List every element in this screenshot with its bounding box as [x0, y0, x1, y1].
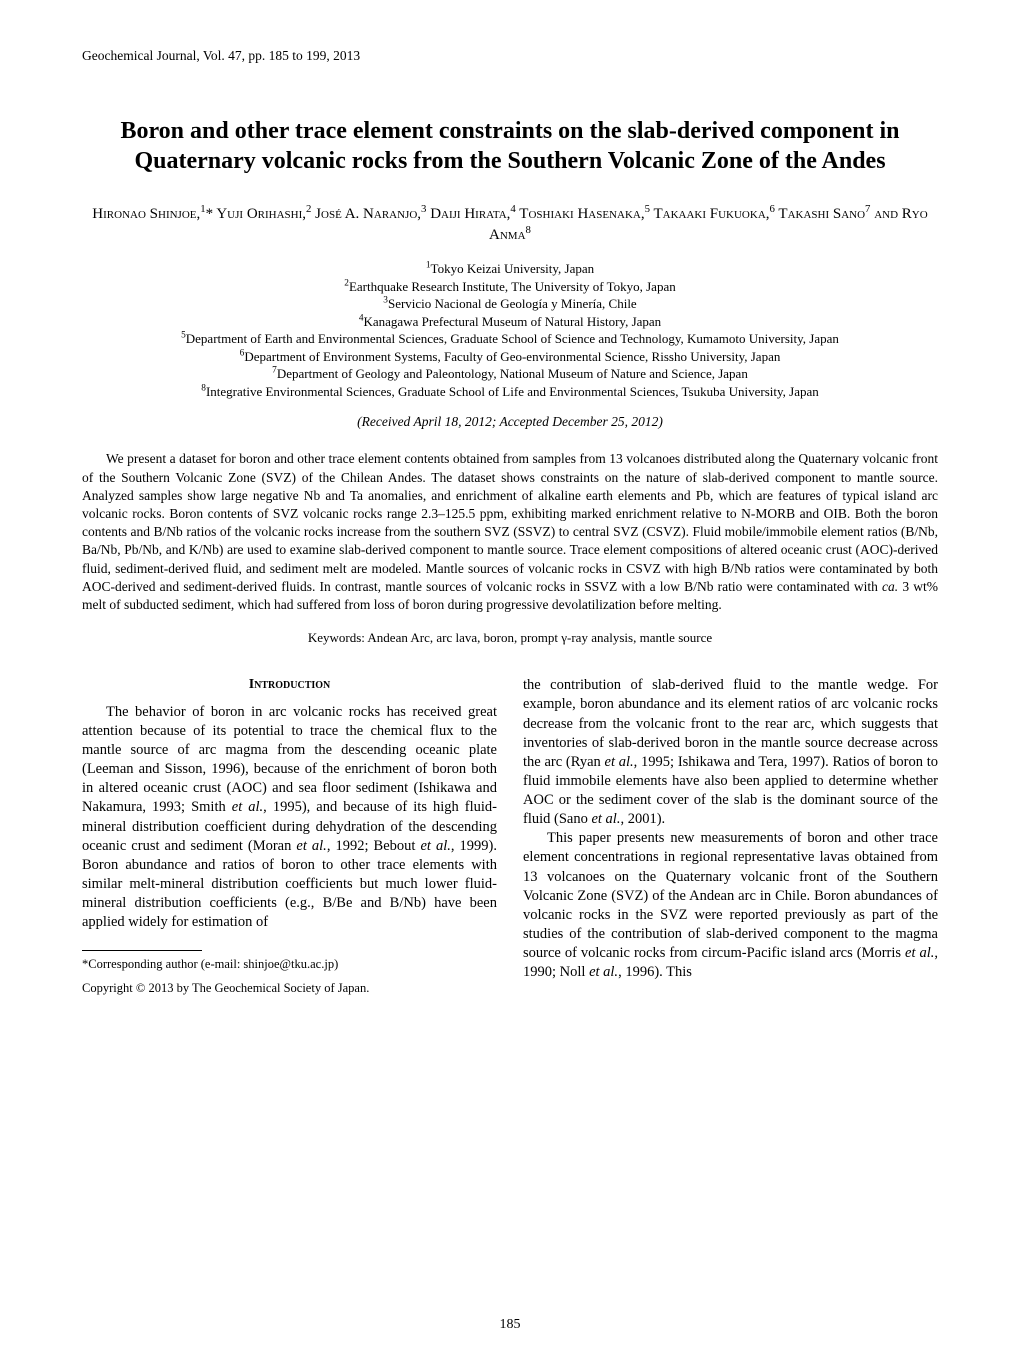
body-paragraph: the contribution of slab-derived fluid t… — [523, 676, 938, 829]
abstract: We present a dataset for boron and other… — [82, 450, 938, 614]
keywords: Keywords: Andean Arc, arc lava, boron, p… — [82, 630, 938, 646]
affiliation-list: 1Tokyo Keizai University, Japan 2Earthqu… — [82, 260, 938, 400]
page: Geochemical Journal, Vol. 47, pp. 185 to… — [0, 0, 1020, 1359]
page-number: 185 — [0, 1317, 1020, 1333]
affiliation: 2Earthquake Research Institute, The Univ… — [82, 278, 938, 296]
affiliation: 7Department of Geology and Paleontology,… — [82, 365, 938, 383]
body-paragraph: This paper presents new measurements of … — [523, 829, 938, 982]
copyright-note: Copyright © 2013 by The Geochemical Soci… — [82, 979, 497, 997]
corresponding-author-note: *Corresponding author (e-mail: shinjoe@t… — [82, 955, 497, 973]
received-line: (Received April 18, 2012; Accepted Decem… — [82, 414, 938, 430]
article-title: Boron and other trace element constraint… — [92, 116, 928, 176]
affiliation: 8Integrative Environmental Sciences, Gra… — [82, 383, 938, 401]
footnote-rule — [82, 950, 202, 951]
affiliation: 1Tokyo Keizai University, Japan — [82, 260, 938, 278]
affiliation: 6Department of Environment Systems, Facu… — [82, 348, 938, 366]
section-heading-introduction: Introduction — [82, 676, 497, 694]
author-list: Hironao Shinjoe,1* Yuji Orihashi,2 José … — [82, 204, 938, 246]
body-paragraph: The behavior of boron in arc volcanic ro… — [82, 703, 497, 933]
abstract-text: We present a dataset for boron and other… — [82, 450, 938, 614]
footnotes: *Corresponding author (e-mail: shinjoe@t… — [82, 955, 497, 997]
running-head: Geochemical Journal, Vol. 47, pp. 185 to… — [82, 48, 938, 64]
affiliation: 3Servicio Nacional de Geología y Minería… — [82, 295, 938, 313]
column-1: Introduction The behavior of boron in ar… — [82, 676, 497, 997]
body-columns: Introduction The behavior of boron in ar… — [82, 676, 938, 997]
affiliation: 4Kanagawa Prefectural Museum of Natural … — [82, 313, 938, 331]
affiliation: 5Department of Earth and Environmental S… — [82, 330, 938, 348]
